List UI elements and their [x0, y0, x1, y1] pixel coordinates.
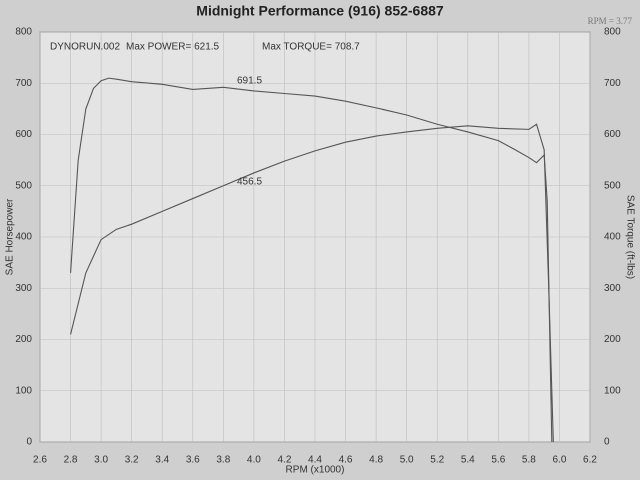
y2-tick-label: 600 — [604, 129, 621, 140]
annotation: Max POWER= 621.5 — [126, 42, 220, 53]
x-tick-label: 5.0 — [400, 455, 414, 466]
y-tick-label: 400 — [15, 232, 32, 243]
x-axis-label: RPM (x1000) — [286, 465, 345, 476]
x-tick-label: 5.6 — [491, 455, 505, 466]
x-tick-label: 4.6 — [339, 455, 353, 466]
y-axis-label: SAE Horsepower — [5, 198, 16, 275]
x-tick-label: 5.8 — [522, 455, 536, 466]
y2-tick-label: 400 — [604, 232, 621, 243]
y-tick-label: 800 — [15, 27, 32, 38]
y2-tick-label: 800 — [604, 27, 621, 38]
x-tick-label: 4.4 — [308, 455, 322, 466]
x-tick-label: 3.0 — [94, 455, 108, 466]
y-tick-label: 100 — [15, 385, 32, 396]
annotation: 691.5 — [237, 76, 262, 87]
y-tick-label: 300 — [15, 283, 32, 294]
x-tick-label: 2.6 — [33, 455, 47, 466]
y2-tick-label: 100 — [604, 385, 621, 396]
y2-axis-label: SAE Torque (ft-lbs) — [624, 195, 635, 279]
x-tick-label: 3.4 — [155, 455, 169, 466]
annotation: DYNORUN.002 — [50, 42, 120, 53]
x-tick-label: 5.2 — [430, 455, 444, 466]
x-tick-label: 4.2 — [277, 455, 291, 466]
y2-tick-label: 500 — [604, 180, 621, 191]
x-tick-label: 6.2 — [583, 455, 597, 466]
x-tick-label: 3.8 — [216, 455, 230, 466]
x-tick-label: 3.6 — [186, 455, 200, 466]
x-tick-label: 3.2 — [125, 455, 139, 466]
x-tick-label: 2.8 — [64, 455, 78, 466]
y-tick-label: 500 — [15, 180, 32, 191]
annotation: 456.5 — [237, 177, 262, 188]
y-tick-label: 200 — [15, 334, 32, 345]
x-tick-label: 4.8 — [369, 455, 383, 466]
x-tick-label: 4.0 — [247, 455, 261, 466]
y-tick-label: 0 — [26, 437, 32, 448]
y2-tick-label: 0 — [604, 437, 610, 448]
data-line — [70, 77, 553, 443]
subtitle: RPM = 3.77 — [588, 16, 633, 26]
y-tick-label: 600 — [15, 129, 32, 140]
annotation: Max TORQUE= 708.7 — [262, 42, 360, 53]
x-tick-label: 5.4 — [461, 455, 475, 466]
y-tick-label: 700 — [15, 78, 32, 89]
x-tick-label: 6.0 — [552, 455, 566, 466]
chart-title: Midnight Performance (916) 852-6887 — [196, 3, 444, 19]
y2-tick-label: 200 — [604, 334, 621, 345]
y2-tick-label: 700 — [604, 78, 621, 89]
data-line — [70, 123, 554, 443]
y2-tick-label: 300 — [604, 283, 621, 294]
